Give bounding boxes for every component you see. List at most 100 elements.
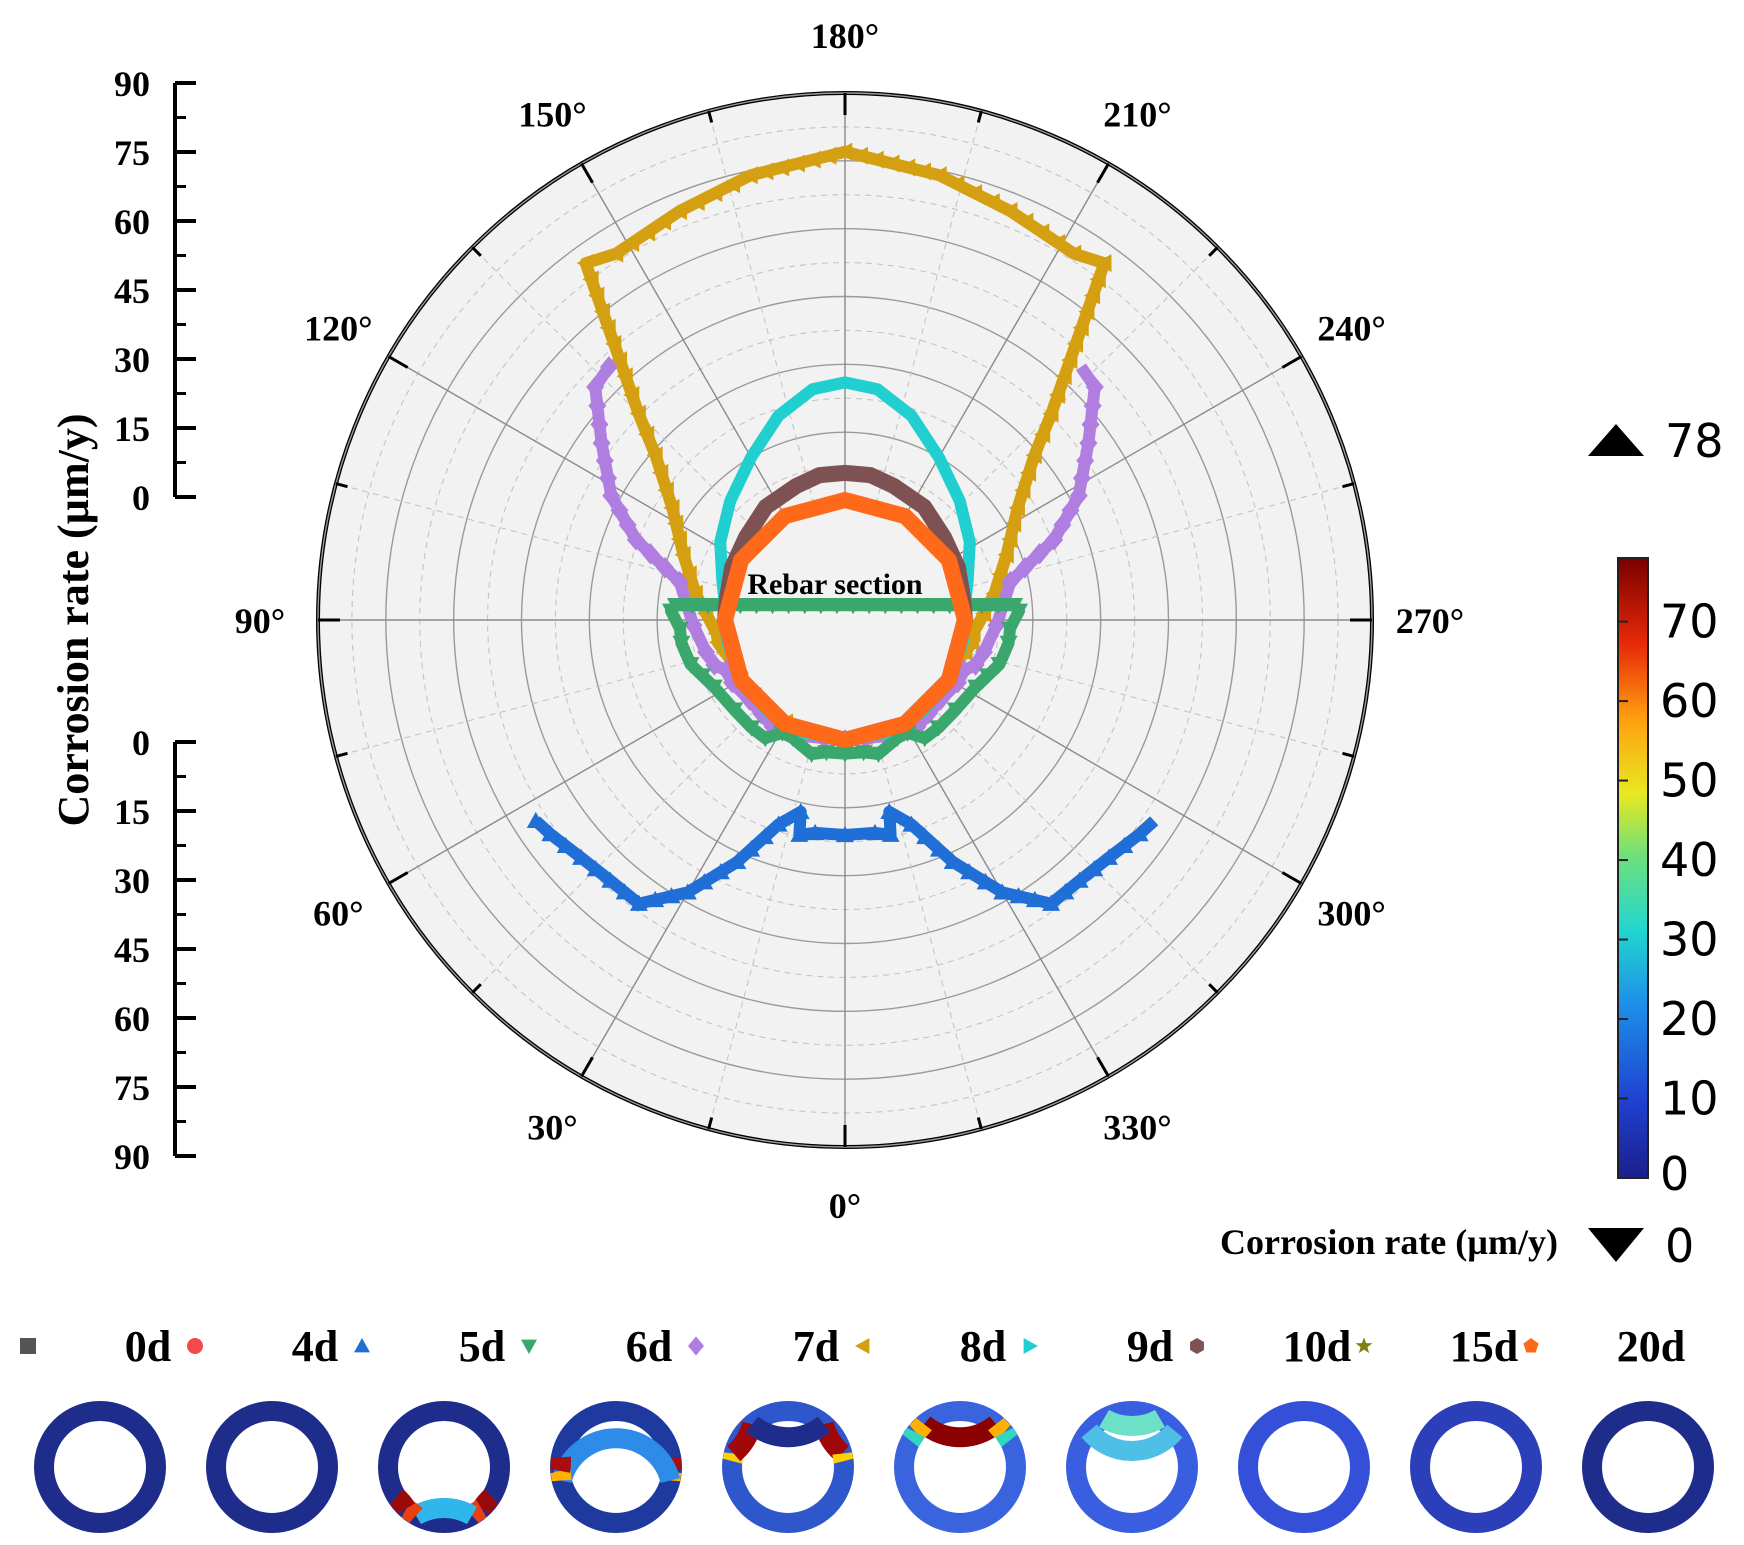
series-marker-8d xyxy=(706,184,723,203)
ring-snapshot-4d xyxy=(206,1401,338,1533)
series-marker-6d xyxy=(908,598,927,615)
colorbar-tick-label: 30 xyxy=(1660,913,1719,967)
ring-hotspot xyxy=(465,1499,487,1524)
series-marker-8d xyxy=(867,150,884,169)
series-marker-5d xyxy=(755,827,774,845)
series-marker-8d xyxy=(757,162,774,181)
legend-marker-9d xyxy=(1023,1338,1038,1354)
series-marker-5d xyxy=(742,840,761,857)
series-marker-5d xyxy=(586,860,605,877)
upper-radial-tick-label: 15 xyxy=(114,409,150,449)
legend-item-9d: 9d xyxy=(1023,1322,1173,1371)
series-marker-8d xyxy=(930,166,947,185)
series-marker-7d xyxy=(592,432,611,454)
angle-label-120: 120° xyxy=(304,309,372,349)
angle-label-240: 240° xyxy=(1317,309,1385,349)
ring-base xyxy=(894,1401,1026,1533)
series-marker-8d xyxy=(582,270,599,289)
series-marker-7d xyxy=(1072,467,1091,489)
series-marker-5d xyxy=(960,862,979,880)
series-marker-5d xyxy=(629,894,648,911)
series-marker-8d xyxy=(836,142,853,161)
series-marker-7d xyxy=(697,641,716,663)
series-marker-5d xyxy=(769,815,788,832)
series-marker-7d xyxy=(610,499,629,522)
series-marker-7d xyxy=(1030,542,1049,565)
upper-radial-tick-label: 0 xyxy=(132,478,150,518)
polar-angle-tick xyxy=(1281,871,1303,885)
series-marker-6d xyxy=(999,635,1018,652)
lower-radial-tick-label: 45 xyxy=(114,930,150,970)
polar-angle-tick xyxy=(1342,751,1355,758)
colorbar-tick-label: 50 xyxy=(1660,754,1719,808)
series-marker-5d xyxy=(943,852,962,870)
series-marker-7d xyxy=(1001,571,1020,593)
series-marker-8d xyxy=(804,150,821,169)
polar-grid-spoke xyxy=(929,704,1219,994)
series-marker-8d xyxy=(588,286,605,305)
angle-label-90: 90° xyxy=(235,601,285,641)
polar-angle-tick xyxy=(580,162,594,184)
polar-grid-spoke xyxy=(580,723,786,1077)
ring-snapshot-8d xyxy=(894,1401,1026,1533)
series-marker-8d xyxy=(1083,286,1101,305)
upper-radial-tick-label: 45 xyxy=(114,271,150,311)
series-marker-6d xyxy=(747,598,766,615)
angle-label-150: 150° xyxy=(518,94,586,134)
polar-angle-tick xyxy=(707,110,714,123)
series-marker-8d xyxy=(788,154,805,173)
polar-series-layer xyxy=(526,142,1159,911)
series-marker-8d xyxy=(670,202,687,221)
colorbar-min-triangle-icon xyxy=(1588,1228,1644,1262)
angle-label-180: 180° xyxy=(811,16,879,56)
series-marker-8d xyxy=(680,565,697,584)
colorbar: 78 70 60 50 40 30 20 10 0 Corrosion rate (µm/y)… xyxy=(1220,414,1724,1273)
series-marker-6d xyxy=(1000,621,1019,638)
y-axis-label: Corrosion rate (µm/y) xyxy=(49,413,98,826)
series-marker-6d xyxy=(666,598,685,615)
series-6d xyxy=(661,598,1029,763)
polar-angle-tick xyxy=(1096,1056,1110,1078)
series-marker-5d xyxy=(791,802,810,820)
series-marker-7d xyxy=(1061,499,1080,522)
series-marker-5d xyxy=(646,890,665,908)
series-marker-8d xyxy=(610,351,628,370)
series-marker-7d xyxy=(1069,484,1088,507)
series-marker-6d xyxy=(693,668,712,685)
series-marker-5d xyxy=(1115,836,1134,854)
polar-angle-tick xyxy=(580,1056,594,1078)
legend: 0d 4d 5d 6d 7d 8d 9d 10d 15d 20d xyxy=(20,1322,1685,1371)
series-marker-6d xyxy=(811,598,830,615)
series-marker-5d xyxy=(1099,848,1118,865)
series-marker-8d xyxy=(652,463,669,482)
series-marker-8d xyxy=(1033,223,1050,242)
series-marker-5d xyxy=(993,883,1012,900)
series-marker-6d xyxy=(967,679,986,696)
series-marker-8d xyxy=(1042,404,1059,423)
legend-label-8d: 8d xyxy=(960,1322,1006,1371)
series-marker-8d xyxy=(1019,463,1037,482)
series-marker-8d xyxy=(991,565,1008,584)
series-marker-7d xyxy=(595,449,614,472)
series-marker-5d xyxy=(572,848,591,865)
series-marker-8d xyxy=(663,498,680,517)
ring-hotspot xyxy=(722,1452,744,1464)
ring-snapshot-0d xyxy=(34,1401,166,1533)
series-marker-8d xyxy=(599,318,616,337)
legend-label-15d: 15d xyxy=(1450,1322,1518,1371)
series-marker-7d xyxy=(1053,514,1072,536)
polar-angle-tick xyxy=(471,983,482,994)
series-marker-5d xyxy=(1085,860,1104,877)
series-marker-5d xyxy=(541,825,560,842)
series-marker-6d xyxy=(988,598,1007,615)
series-marker-5d xyxy=(1042,894,1061,911)
upper-radial-tick-label: 60 xyxy=(114,202,150,242)
series-marker-6d xyxy=(756,731,775,748)
colorbar-tick-label: 0 xyxy=(1660,1147,1689,1201)
ring-snapshot-7d xyxy=(722,1401,854,1533)
polar-angle-tick xyxy=(976,110,983,123)
ring-hotspot xyxy=(917,1416,1003,1448)
series-marker-6d xyxy=(869,746,888,763)
series-marker-6d xyxy=(915,731,934,748)
